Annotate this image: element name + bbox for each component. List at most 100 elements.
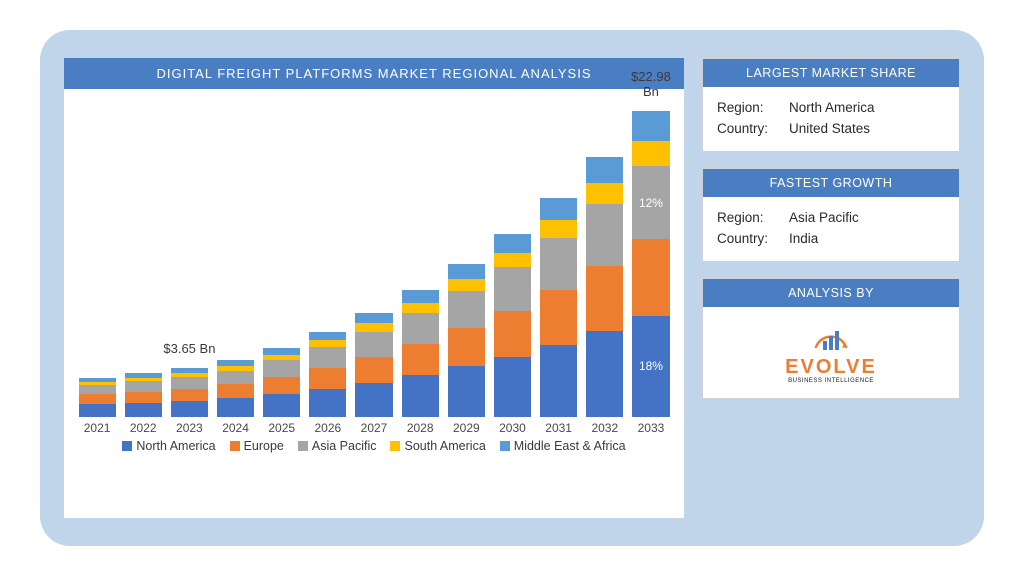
- legend-item: Europe: [230, 439, 284, 453]
- bar-segment: [79, 404, 116, 417]
- fastest-growth-card: FASTEST GROWTH Region: Asia Pacific Coun…: [702, 168, 960, 262]
- bar-segment: [586, 157, 623, 183]
- bar-segment: [171, 401, 208, 417]
- bar-segment: [79, 394, 116, 404]
- bar-column: [445, 97, 487, 417]
- largest-country-label: Country:: [717, 121, 789, 136]
- bar-segment: [540, 345, 577, 417]
- bar-segment: [309, 389, 346, 417]
- bar-segment: [263, 377, 300, 394]
- bar-segment: [263, 348, 300, 355]
- bar-segment: [586, 204, 623, 266]
- legend-item: North America: [122, 439, 215, 453]
- bar-segment: [402, 375, 439, 417]
- bar-segment: [402, 303, 439, 313]
- bar-segment: [494, 267, 531, 311]
- largest-region-value: North America: [789, 100, 875, 115]
- x-tick: 2031: [538, 421, 580, 435]
- largest-country-value: United States: [789, 121, 870, 136]
- chart-panel: DIGITAL FREIGHT PLATFORMS MARKET REGIONA…: [64, 58, 684, 518]
- bar-segment: [171, 389, 208, 401]
- bar-stack: [263, 348, 300, 417]
- bar-stack: [125, 373, 162, 417]
- bar-segment: [309, 340, 346, 347]
- bar-stack: [355, 313, 392, 417]
- x-tick: 2027: [353, 421, 395, 435]
- bar-stack: 18%12%: [632, 111, 669, 417]
- legend: North America Europe Asia Pacific South Ame…: [74, 435, 674, 461]
- bar-segment: [586, 183, 623, 204]
- x-tick: 2030: [491, 421, 533, 435]
- bar-column: [538, 97, 580, 417]
- fastest-region-value: Asia Pacific: [789, 210, 859, 225]
- largest-region-row: Region: North America: [717, 97, 945, 118]
- bar-column: [584, 97, 626, 417]
- bar-segment: [217, 366, 254, 371]
- bar-segment: [125, 373, 162, 377]
- analysis-by-title: ANALYSIS BY: [703, 279, 959, 307]
- largest-region-label: Region:: [717, 100, 789, 115]
- bar-segment: [494, 357, 531, 417]
- bar-segment: [402, 290, 439, 303]
- side-panels: LARGEST MARKET SHARE Region: North Ameri…: [702, 58, 960, 518]
- bar-stack: [79, 378, 116, 417]
- bar-stack: [540, 198, 577, 417]
- bar-column: [122, 97, 164, 417]
- bar-segment: [125, 378, 162, 381]
- bar-segment: [448, 264, 485, 279]
- bar-segment: [632, 111, 669, 142]
- bar-segment: [586, 331, 623, 417]
- bar-stack: [448, 264, 485, 417]
- bar-segment: [540, 220, 577, 237]
- bar-segment: [632, 239, 669, 316]
- x-tick: 2032: [584, 421, 626, 435]
- bar-column: [399, 97, 441, 417]
- bar-segment: [355, 332, 392, 357]
- largest-country-row: Country: United States: [717, 118, 945, 139]
- bar-segment: [355, 357, 392, 383]
- main-container: DIGITAL FREIGHT PLATFORMS MARKET REGIONA…: [40, 30, 984, 546]
- x-tick: 2024: [214, 421, 256, 435]
- x-tick: 2021: [76, 421, 118, 435]
- bar-segment: [171, 368, 208, 373]
- x-tick: 2033: [630, 421, 672, 435]
- bar-column: $22.98 Bn18%12%: [630, 97, 672, 417]
- legend-item: South America: [390, 439, 485, 453]
- fastest-growth-title: FASTEST GROWTH: [703, 169, 959, 197]
- fastest-country-row: Country: India: [717, 228, 945, 249]
- logo-box: EVOLVE BUSINESS INTELLIGENCE: [703, 307, 959, 398]
- bar-column: [76, 97, 118, 417]
- bar-segment: [125, 381, 162, 391]
- bar-segment: [125, 403, 162, 417]
- legend-swatch: [298, 441, 308, 451]
- x-axis: 2021202220232024202520262027202820292030…: [74, 417, 674, 435]
- bar-segment: [355, 323, 392, 331]
- bar-stack: [309, 332, 346, 417]
- bar-segment: [309, 347, 346, 367]
- value-label: $22.98 Bn: [621, 69, 680, 99]
- x-tick: 2029: [445, 421, 487, 435]
- bar-segment: [217, 371, 254, 385]
- bar-segment: [217, 360, 254, 366]
- largest-market-title: LARGEST MARKET SHARE: [703, 59, 959, 87]
- bar-column: [353, 97, 395, 417]
- legend-label: Middle East & Africa: [514, 439, 626, 453]
- bar-segment: [494, 234, 531, 252]
- fastest-country-label: Country:: [717, 231, 789, 246]
- bar-column: [214, 97, 256, 417]
- bar-segment: 18%: [632, 316, 669, 417]
- legend-item: Asia Pacific: [298, 439, 377, 453]
- legend-item: Middle East & Africa: [500, 439, 626, 453]
- x-tick: 2025: [261, 421, 303, 435]
- evolve-logo-sub: BUSINESS INTELLIGENCE: [788, 378, 874, 384]
- value-label: $3.65 Bn: [160, 341, 219, 356]
- bar-segment: [448, 279, 485, 291]
- bar-segment: [79, 378, 116, 382]
- bar-segment: [309, 332, 346, 341]
- largest-market-card: LARGEST MARKET SHARE Region: North Ameri…: [702, 58, 960, 152]
- bar-stack: [217, 360, 254, 417]
- bar-segment: [171, 377, 208, 389]
- bar-segment: [632, 141, 669, 166]
- bar-column: [491, 97, 533, 417]
- analysis-by-card: ANALYSIS BY EVOLVE BUSINESS INTELLIGENCE: [702, 278, 960, 399]
